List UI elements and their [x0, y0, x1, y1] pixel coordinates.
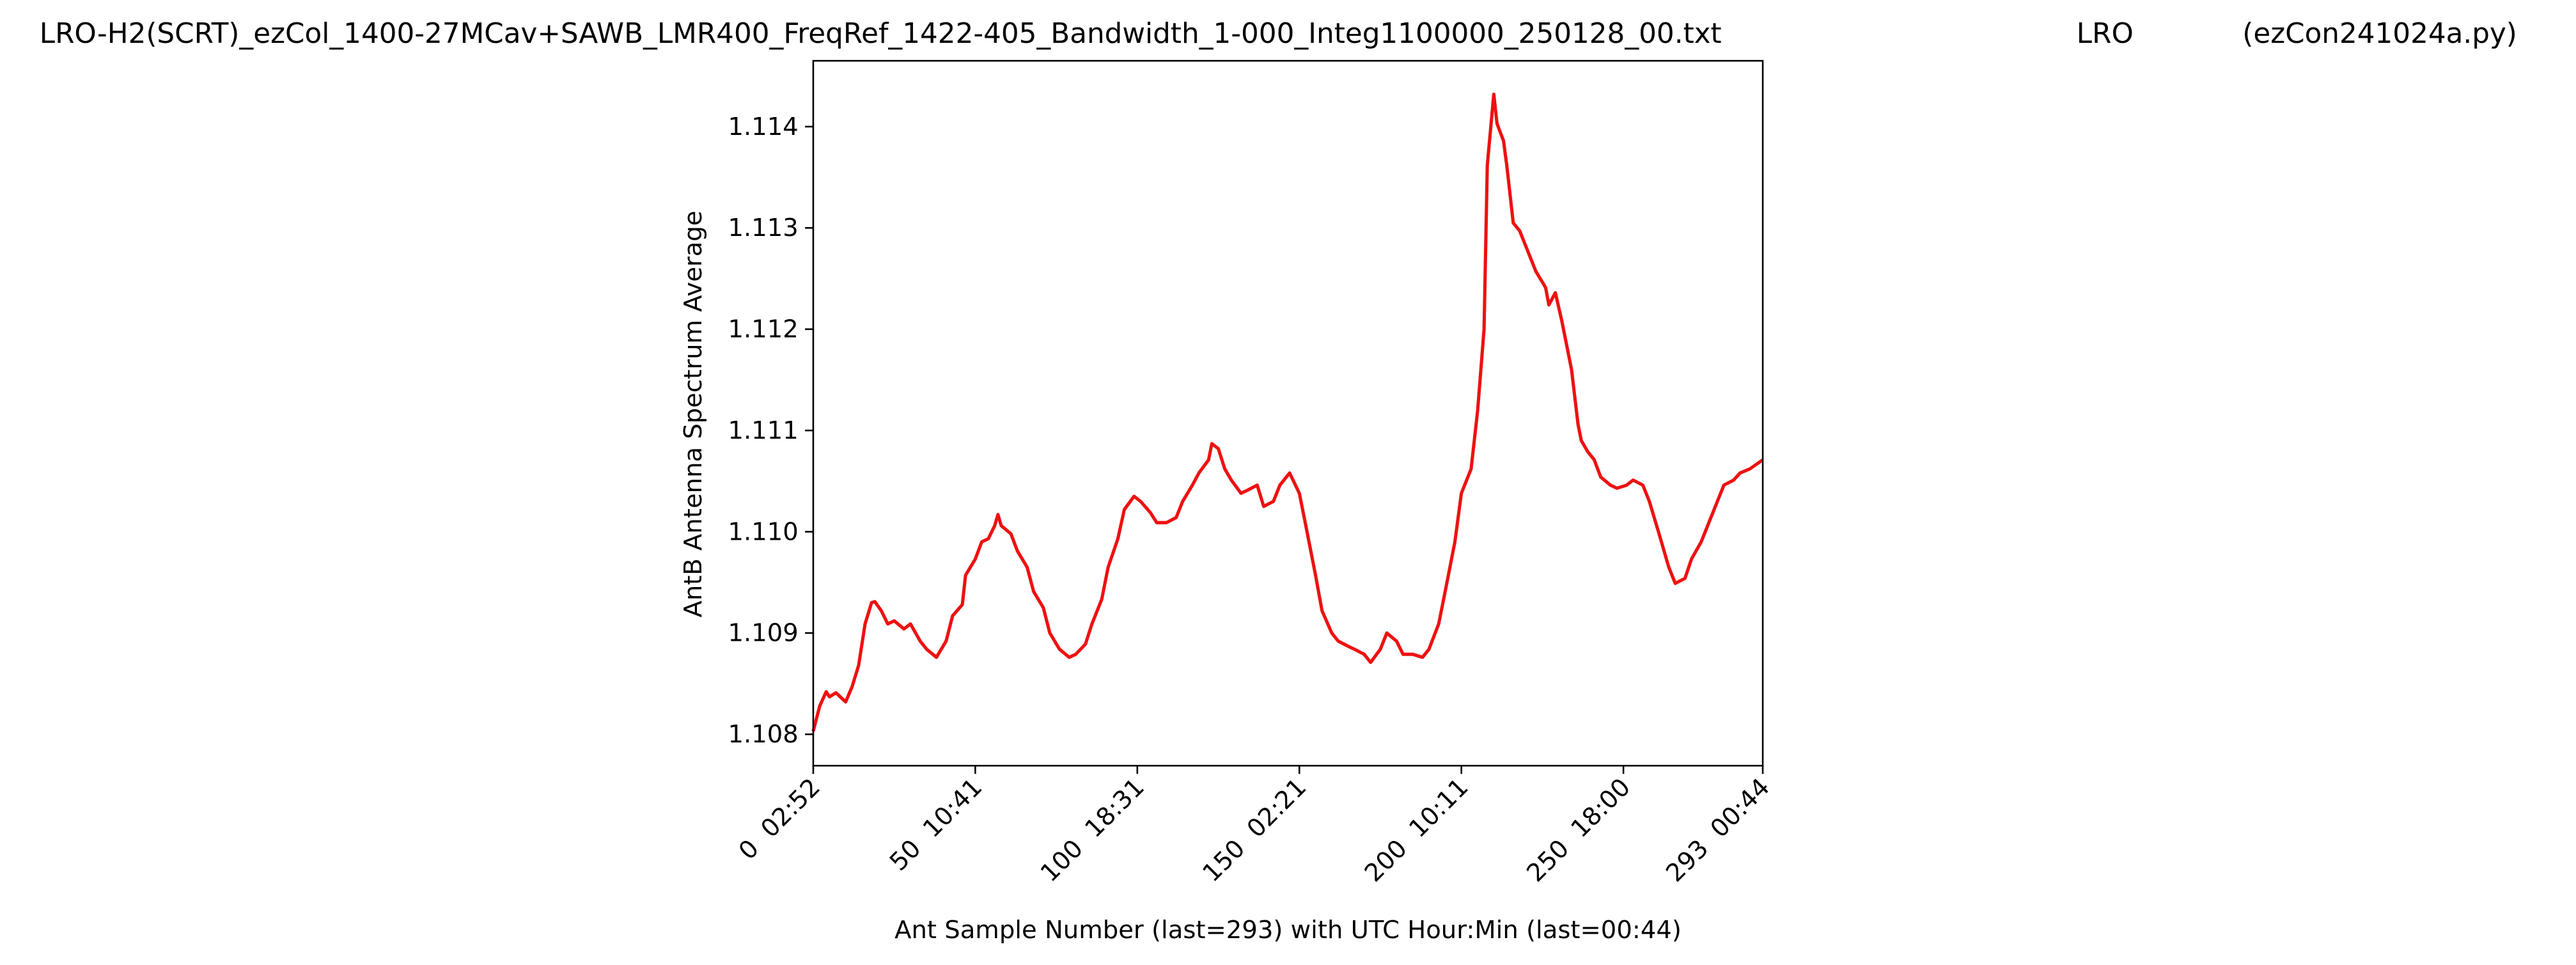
- x-tick-label: 0 02:52: [733, 773, 826, 866]
- y-tick-label: 1.110: [728, 517, 799, 546]
- y-tick-label: 1.114: [728, 113, 799, 141]
- data-line: [811, 92, 1764, 732]
- y-tick-label: 1.108: [728, 720, 799, 749]
- x-tick-label: 50 10:41: [884, 773, 988, 877]
- y-tick-label: 1.113: [728, 214, 799, 242]
- chart-title: LRO-H2(SCRT)_ezCol_1400-27MCav+SAWB_LMR4…: [40, 17, 1722, 50]
- x-tick-label: 150 02:21: [1197, 773, 1312, 888]
- x-tick-label: 293 00:44: [1660, 773, 1776, 888]
- x-tick-label: 250 18:00: [1521, 773, 1636, 888]
- x-tick-label: 100 18:31: [1035, 773, 1150, 888]
- x-tick-label: 200 10:11: [1359, 773, 1474, 888]
- plot-frame: [812, 59, 1764, 767]
- y-tick-label: 1.112: [728, 315, 799, 344]
- annotation: (ezCon241024a.py): [2242, 17, 2517, 50]
- y-tick-label: 1.109: [728, 619, 799, 648]
- y-axis-label: AntB Antenna Spectrum Average: [679, 210, 708, 617]
- x-axis-label: Ant Sample Number (last=293) with UTC Ho…: [894, 916, 1682, 945]
- annotation: LRO: [2077, 17, 2134, 50]
- y-tick-label: 1.111: [728, 416, 799, 445]
